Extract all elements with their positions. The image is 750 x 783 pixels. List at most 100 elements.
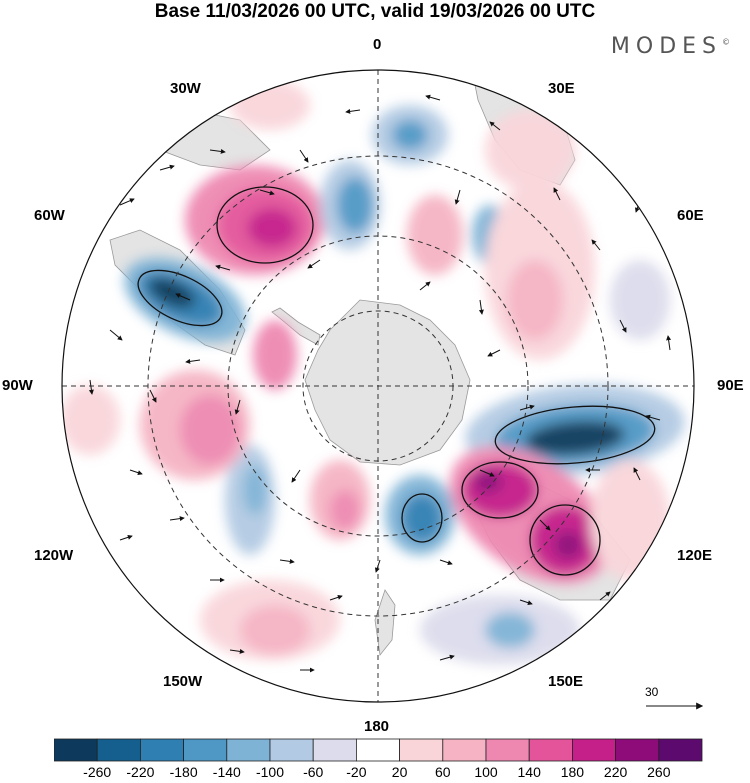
wind-vector — [345, 108, 361, 114]
wind-vector — [234, 399, 241, 415]
wind-vector — [519, 599, 533, 606]
lon-label-180: 180 — [364, 718, 390, 735]
negative-anomaly — [392, 120, 428, 150]
wind-vector — [169, 516, 185, 522]
colorbar-tick-label: 60 — [435, 764, 451, 780]
wind-vector — [215, 264, 231, 271]
colorbar-bin — [54, 738, 98, 762]
negative-anomaly — [610, 260, 670, 340]
colorbar-bin — [96, 738, 141, 762]
contour-line — [529, 504, 601, 576]
colorbar-tick-label: -260 — [83, 764, 112, 780]
positive-anomaly — [407, 195, 463, 275]
colorbar-labels: -260 -220 -180 -140 -100 -60 -20 20 60 100 140 180 2… — [0, 764, 750, 782]
brand-name: MODES — [610, 34, 722, 59]
lon-label-90e: 90E — [717, 377, 744, 394]
lon-label-120e: 120E — [677, 547, 713, 564]
wind-vector — [489, 121, 501, 131]
wind-vector — [229, 648, 245, 654]
wind-vector — [478, 299, 484, 315]
wind-vector — [619, 319, 627, 333]
wind-vector — [559, 643, 573, 651]
wind-vector — [175, 293, 191, 301]
wind-vector — [209, 148, 226, 154]
wind-vector — [109, 329, 123, 341]
wind-vector — [329, 594, 343, 601]
wind-vector — [487, 349, 501, 357]
lon-label-150w: 150W — [163, 673, 203, 690]
wind-vector — [425, 94, 441, 101]
colorbar-tick-label: -100 — [255, 764, 285, 780]
antarctica — [304, 299, 471, 466]
wind-vector — [479, 469, 495, 477]
negative-anomaly — [337, 177, 373, 233]
negative-anomaly — [148, 277, 196, 309]
map-boundary — [61, 69, 695, 703]
colorbar-bin — [226, 738, 271, 762]
wind-vector — [519, 404, 535, 411]
wind-vector — [539, 519, 551, 531]
wind-vector — [553, 187, 561, 201]
colorbar-tick-label: -140 — [212, 764, 241, 780]
colorbar-bin — [658, 738, 703, 762]
positive-anomaly — [62, 385, 120, 455]
lon-label-150e: 150E — [548, 673, 584, 690]
copyright-mark: © — [722, 37, 730, 47]
antarctic-peninsula — [271, 307, 321, 346]
colorbar-tick-label: 20 — [391, 764, 408, 780]
colorbar-tick-label: -60 — [303, 764, 324, 780]
wind-vector — [439, 559, 453, 566]
colorbar-tick-label: -180 — [169, 764, 198, 780]
negative-anomaly — [402, 494, 442, 542]
graticule — [62, 70, 694, 702]
lon-label-60e: 60E — [677, 207, 704, 224]
wind-vector — [666, 335, 672, 351]
colorbar-tick-label: 260 — [647, 764, 671, 780]
colorbar-bin — [442, 738, 487, 762]
contour-line — [461, 461, 539, 519]
map-field — [62, 70, 694, 702]
wind-vector — [279, 558, 295, 564]
wind-vector — [374, 559, 381, 573]
reference-vector-label: 30 — [645, 685, 659, 699]
lon-label-90w: 90W — [2, 377, 33, 394]
wind-vector — [454, 189, 461, 205]
map-title: Base 11/03/2026 00 UTC, valid 19/03/2026… — [154, 1, 596, 22]
wind-vector — [599, 591, 611, 601]
new-zealand — [374, 589, 396, 656]
colorbar-tick-label: 100 — [474, 764, 498, 780]
positive-anomaly — [180, 395, 240, 465]
polar-map — [61, 69, 704, 710]
wind-vector — [149, 389, 157, 403]
wind-vector — [307, 259, 321, 269]
contour-line — [401, 493, 443, 543]
wind-vectors — [88, 94, 672, 673]
wind-vector — [291, 469, 301, 483]
lon-label-30e: 30E — [548, 80, 575, 97]
positive-anomaly — [507, 260, 563, 340]
colorbar-bin — [140, 738, 185, 762]
wind-vector — [645, 414, 661, 421]
brand-logo: MODES© — [611, 34, 730, 59]
colorbar-bin — [183, 738, 228, 762]
positive-anomaly — [230, 80, 310, 130]
negative-anomaly — [485, 612, 535, 648]
positive-anomaly — [474, 471, 502, 493]
wind-vector — [185, 358, 201, 364]
contour-line — [137, 269, 223, 327]
lon-label-60w: 60W — [34, 207, 65, 224]
wind-vector — [419, 281, 431, 291]
colorbar-tick-label: 140 — [517, 764, 541, 780]
anomaly-shading — [62, 80, 685, 665]
colorbar-tick-label: 220 — [603, 764, 628, 780]
wind-vector — [88, 379, 94, 395]
positive-anomaly — [240, 605, 310, 655]
contour-line — [216, 186, 314, 264]
colorbar-tick-label: -220 — [126, 764, 155, 780]
colorbar-bin — [528, 738, 573, 762]
colorbar-bin — [355, 738, 400, 762]
negative-anomaly — [243, 465, 267, 515]
lon-label-30w: 30W — [170, 80, 201, 97]
positive-anomaly — [485, 110, 575, 190]
lon-label-0: 0 — [373, 36, 382, 53]
